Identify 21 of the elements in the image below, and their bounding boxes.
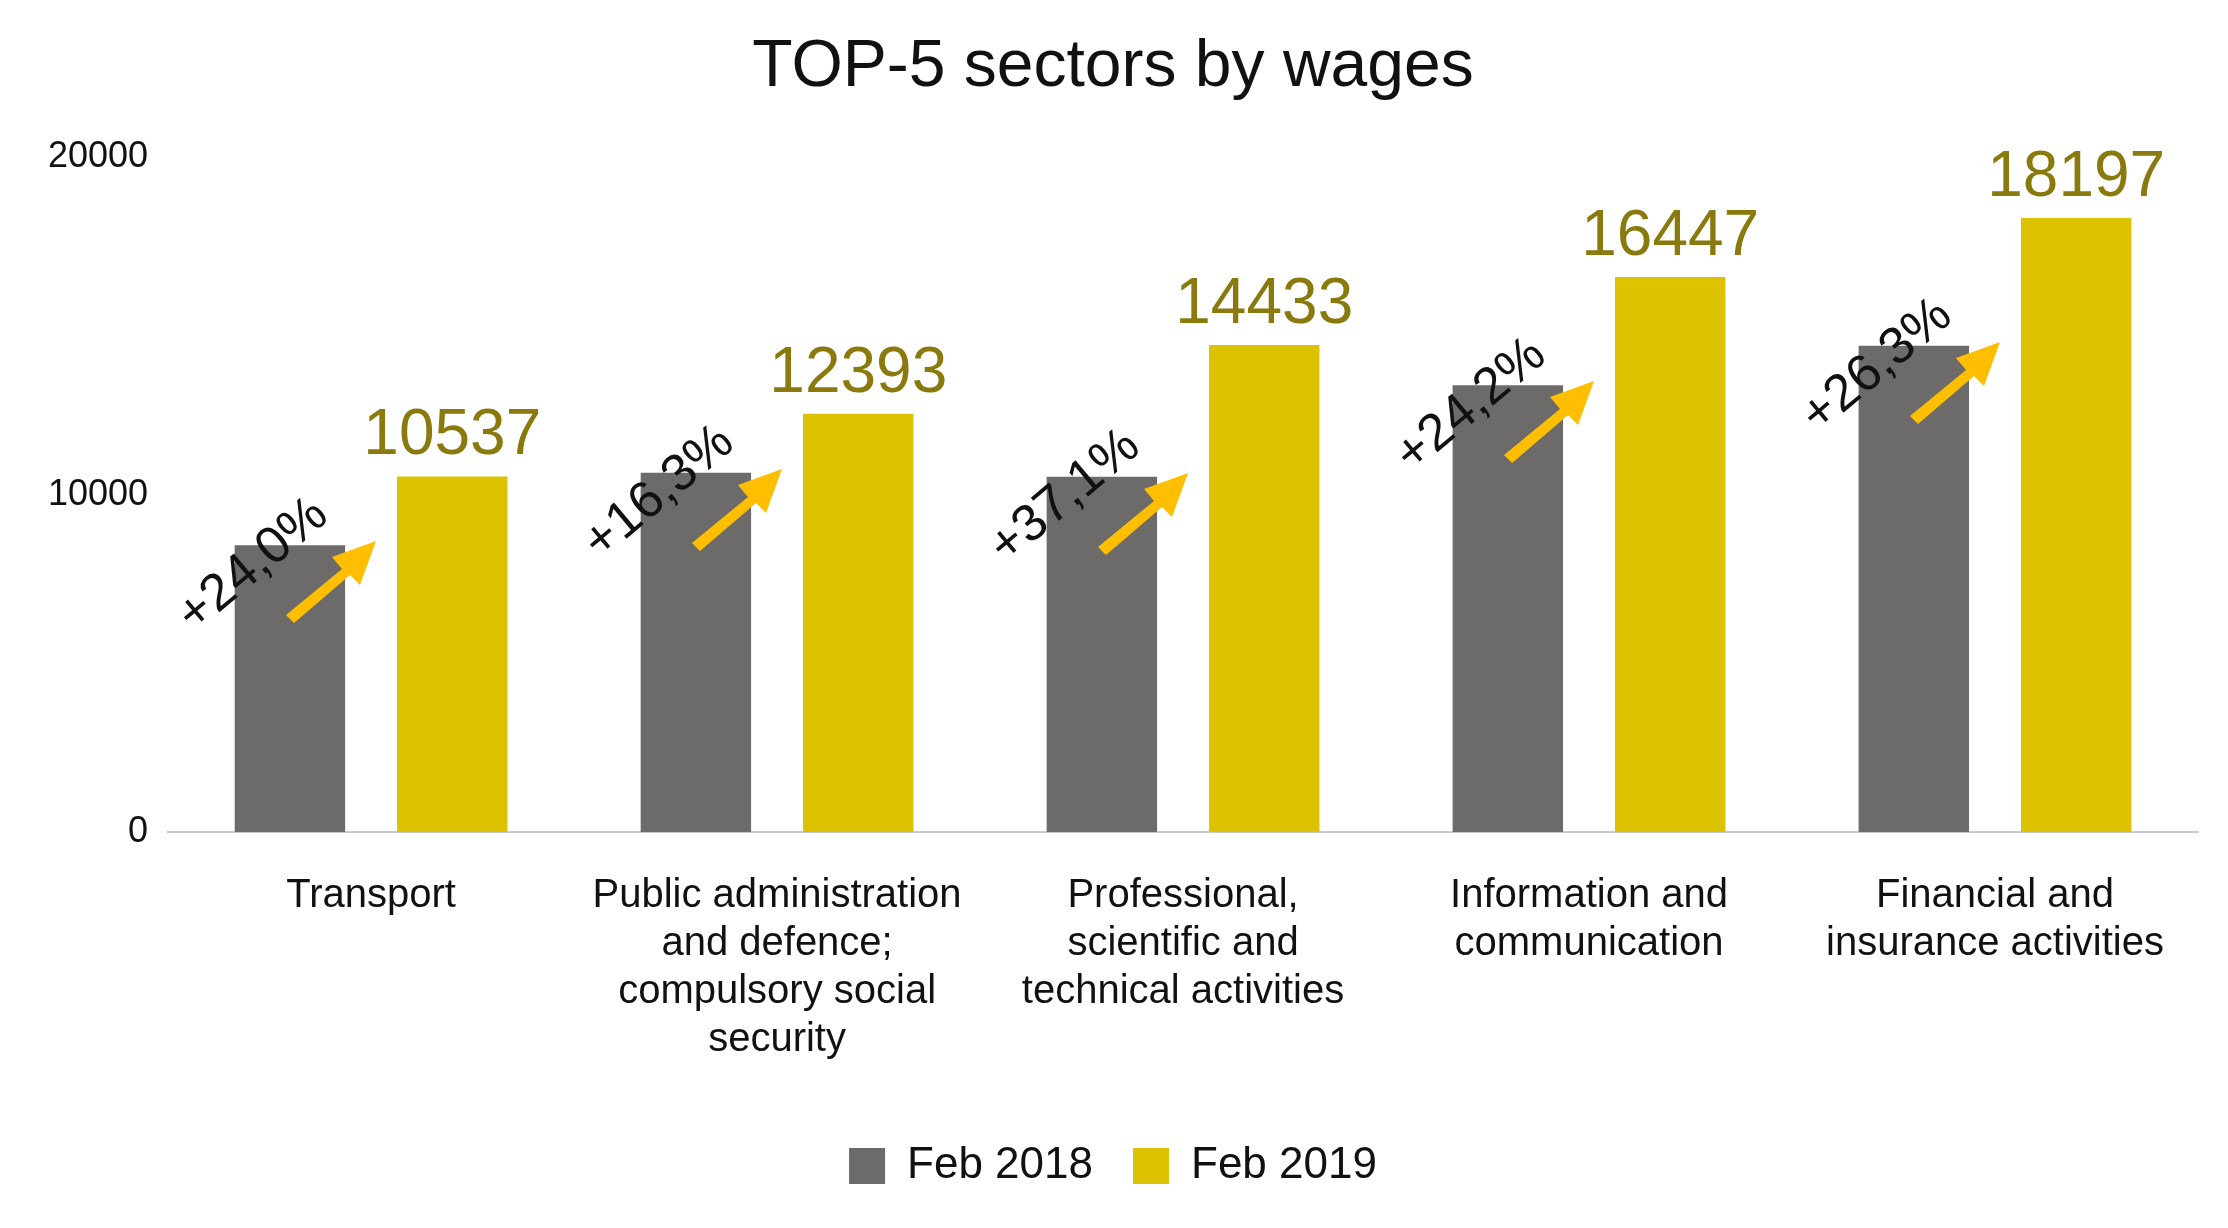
legend-label: Feb 2018 <box>907 1138 1094 1188</box>
x-tick-label: Financial and insurance activities <box>1826 871 2164 964</box>
data-label: 10537 <box>363 396 542 469</box>
bar <box>1615 277 1726 832</box>
data-label: 18197 <box>1987 137 2166 210</box>
data-label: 16447 <box>1581 196 1760 269</box>
x-tick-label: Professional, scientific and technical activities <box>1021 871 1345 1012</box>
bar <box>1209 345 1320 832</box>
x-tick-label: Public administration and defence; compulsory social security <box>592 871 962 1060</box>
chart-title: TOP-5 sectors by wages <box>752 25 1474 100</box>
bar <box>397 476 508 832</box>
bar <box>2020 218 2132 832</box>
legend-label: Feb 2019 <box>1191 1138 1377 1188</box>
y-tick-label: 10000 <box>48 471 149 513</box>
y-tick-label: 20000 <box>48 134 149 176</box>
data-label: 12393 <box>769 333 948 406</box>
data-label: 14433 <box>1175 264 1354 337</box>
x-tick-label: Information and communication <box>1450 871 1729 964</box>
bar <box>803 413 914 832</box>
y-tick-label: 0 <box>128 808 149 850</box>
x-tick-label: Transport <box>286 871 456 916</box>
